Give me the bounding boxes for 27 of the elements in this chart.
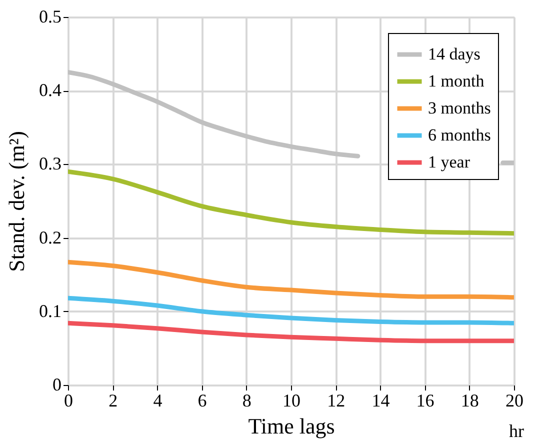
x-tick-label: 14: [372, 390, 390, 410]
y-tick-label: 0.4: [39, 80, 62, 100]
x-tick-label: 18: [460, 390, 479, 410]
legend-label: 1 month: [428, 72, 485, 90]
line-series: [68, 320, 514, 344]
x-tick-label: 12: [327, 390, 346, 410]
text: hr: [509, 421, 524, 440]
legend-label: 1 year: [428, 152, 470, 172]
line-series: [68, 296, 514, 326]
x-axis-title: Time lags: [248, 414, 335, 438]
x-tick-label: 10: [282, 390, 300, 410]
y-tick-label: 0.2: [39, 227, 62, 248]
y-tick-label: 0.1: [39, 300, 62, 321]
x-tick-label: 20: [506, 390, 524, 410]
legend-label: 6 months: [428, 126, 491, 144]
x-tick-label: 4: [153, 390, 162, 410]
y-tick-label: 0: [52, 374, 62, 394]
legend-label: 3 months: [428, 98, 491, 118]
line-series: [68, 260, 514, 300]
x-tick-label: 8: [242, 390, 252, 410]
x-tick-label: 2: [108, 390, 118, 410]
x-tick-label: 16: [416, 390, 434, 410]
y-axis-title: Stand. dev. (m²): [4, 131, 29, 272]
legend-label: 14 days: [428, 44, 480, 64]
y-tick-label: 0.5: [39, 6, 62, 26]
x-tick-label: 6: [198, 390, 207, 410]
y-tick-label: 0.3: [39, 154, 62, 174]
